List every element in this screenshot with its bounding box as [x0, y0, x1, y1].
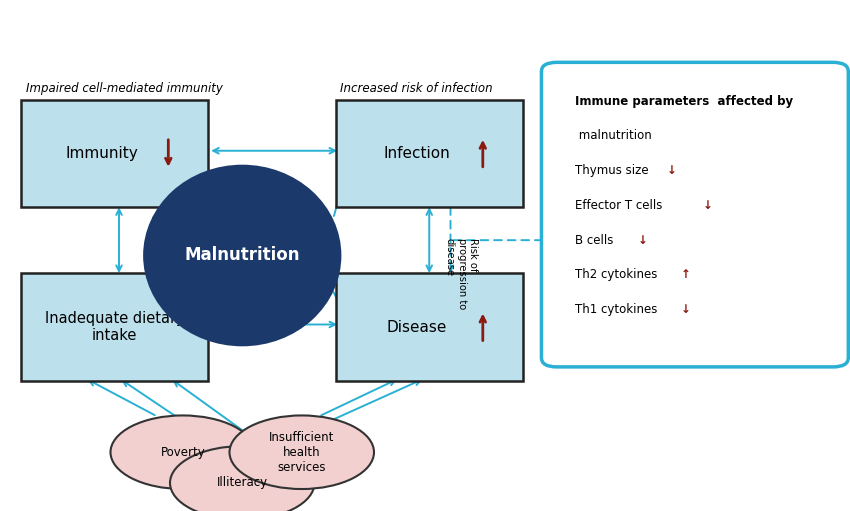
Ellipse shape: [170, 446, 314, 511]
Text: Immune parameters  affected by: Immune parameters affected by: [575, 95, 794, 107]
Text: Effector T cells: Effector T cells: [575, 199, 666, 212]
FancyBboxPatch shape: [336, 100, 523, 207]
FancyBboxPatch shape: [541, 62, 848, 367]
Text: malnutrition: malnutrition: [575, 129, 652, 142]
Text: Inadequate dietary
intake: Inadequate dietary intake: [45, 311, 184, 343]
Text: Th1 cytokines: Th1 cytokines: [575, 303, 661, 316]
Text: Insufficient
health
services: Insufficient health services: [269, 431, 334, 474]
Text: ↓: ↓: [702, 199, 712, 212]
Text: Infection: Infection: [383, 146, 450, 161]
FancyBboxPatch shape: [336, 273, 523, 381]
Text: Malnutrition: Malnutrition: [184, 246, 300, 265]
Ellipse shape: [230, 415, 374, 489]
Text: B cells: B cells: [575, 234, 618, 246]
Ellipse shape: [110, 415, 255, 489]
Text: Poverty: Poverty: [161, 446, 205, 459]
Text: ↑: ↑: [681, 268, 691, 281]
Text: Immunity: Immunity: [65, 146, 139, 161]
Text: Impaired cell-mediated immunity: Impaired cell-mediated immunity: [26, 82, 223, 95]
Text: Illiteracy: Illiteracy: [217, 476, 268, 490]
FancyBboxPatch shape: [21, 273, 208, 381]
Ellipse shape: [144, 166, 340, 345]
Text: Increased risk of infection: Increased risk of infection: [340, 82, 493, 95]
Text: Thymus size: Thymus size: [575, 164, 653, 177]
Text: Risk of
progression to
disease: Risk of progression to disease: [445, 238, 479, 309]
Text: Th2 cytokines: Th2 cytokines: [575, 268, 661, 281]
Text: ↓: ↓: [666, 164, 677, 177]
Text: Disease: Disease: [386, 319, 447, 335]
Text: ↓: ↓: [638, 234, 648, 246]
FancyBboxPatch shape: [21, 100, 208, 207]
Text: ↓: ↓: [681, 303, 691, 316]
